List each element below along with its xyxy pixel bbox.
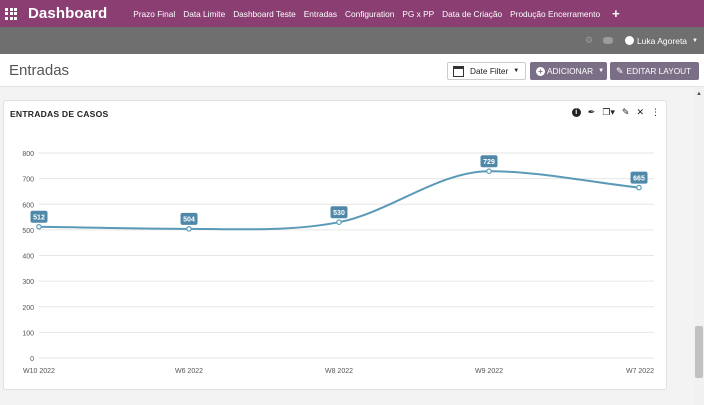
data-label-box: [630, 171, 648, 184]
data-label: 504: [183, 217, 195, 224]
menu-item-data-limite[interactable]: Data Limite: [183, 8, 226, 19]
data-label: 729: [483, 159, 495, 166]
close-icon[interactable]: ✕: [636, 107, 644, 117]
data-label-box: [180, 212, 198, 225]
more-options-icon[interactable]: ⋮: [651, 107, 660, 117]
y-tick-label: 0: [30, 356, 34, 363]
data-point: [486, 168, 492, 174]
control-panel: Entradas Date Filter ▼ + ADICIONAR ▼ ✎ E…: [0, 54, 704, 87]
x-tick-label: W10 2022: [23, 368, 55, 375]
y-tick-label: 300: [22, 279, 34, 286]
scrollbar-thumb[interactable]: [695, 326, 703, 378]
menu-item-pg-x-pp[interactable]: PG x PP: [402, 8, 435, 19]
data-label: 512: [33, 215, 45, 222]
menu-item-data-de-criacao[interactable]: Data de Criação: [442, 8, 503, 19]
avatar[interactable]: [624, 36, 634, 45]
brush-icon[interactable]: ✒: [587, 107, 596, 117]
data-label: 530: [333, 210, 345, 217]
y-tick-label: 100: [22, 330, 34, 337]
data-point: [636, 184, 642, 191]
menu-item-configuration[interactable]: Configuration: [344, 8, 395, 19]
x-tick-label: W8 2022: [325, 368, 353, 375]
add-menu-plus-icon[interactable]: +: [612, 6, 620, 21]
scroll-up-arrow-icon[interactable]: ▲: [696, 91, 702, 97]
chevron-down-icon: ▼: [598, 68, 605, 74]
menu-item-entradas[interactable]: Entradas: [303, 8, 337, 19]
y-tick-label: 400: [22, 254, 34, 261]
y-tick-label: 700: [22, 177, 34, 184]
user-menu[interactable]: Luka Agoreta: [636, 35, 688, 46]
chat-icon[interactable]: [602, 37, 613, 44]
data-point: [186, 226, 192, 232]
date-filter-label: Date Filter: [470, 66, 509, 76]
menu-item-producao-encerramento[interactable]: Produção Encerramento: [510, 8, 601, 19]
edit-icon[interactable]: ✎: [621, 107, 630, 117]
activity-icon[interactable]: ⚙: [584, 35, 593, 45]
plus-circle-icon: +: [536, 66, 545, 76]
pencil-icon: ✎: [616, 65, 624, 76]
edit-layout-label: EDITAR LAYOUT: [626, 66, 692, 76]
chart-widget: ENTRADAS DE CASOS i ✒ ❐▾ ✎ ✕ ⋮ 0 100 200 30…: [3, 100, 667, 390]
apps-menu-icon[interactable]: [5, 7, 19, 20]
app-brand[interactable]: Dashboard: [28, 5, 108, 22]
y-tick-label: 200: [22, 305, 34, 312]
y-tick-label: 500: [22, 228, 34, 235]
chevron-down-icon: ▼: [513, 68, 520, 74]
data-point: [36, 224, 42, 230]
data-label-box: [30, 210, 48, 223]
data-label-box: [480, 155, 498, 168]
date-filter-button[interactable]: Date Filter ▼: [447, 62, 526, 80]
chevron-down-icon: ▼: [692, 37, 698, 44]
x-tick-label: W9 2022: [475, 368, 503, 375]
widget-title: ENTRADAS DE CASOS: [10, 109, 109, 119]
data-label-box: [330, 206, 348, 219]
main-menu: Prazo Final Data Limite Dashboard Teste …: [133, 6, 619, 21]
x-tick-label: W7 2022: [626, 368, 654, 375]
data-label: 665: [633, 175, 645, 182]
add-button[interactable]: + ADICIONAR ▼: [530, 62, 607, 80]
user-bar: ⚙ Luka Agoreta ▼: [0, 27, 704, 54]
y-tick-label: 800: [22, 151, 34, 158]
copy-icon[interactable]: ❐▾: [602, 107, 615, 117]
widget-toolbar: i ✒ ❐▾ ✎ ✕ ⋮: [565, 107, 660, 118]
top-navbar: Dashboard Prazo Final Data Limite Dashbo…: [0, 0, 704, 27]
x-tick-label: W6 2022: [175, 368, 203, 375]
menu-item-prazo-final[interactable]: Prazo Final: [133, 8, 176, 19]
page-title: Entradas: [9, 62, 70, 79]
calendar-icon: [453, 65, 464, 77]
menu-item-dashboard-teste[interactable]: Dashboard Teste: [233, 8, 296, 19]
line-chart: 0 100 200 300 400 500 600 700 800 W10 2022 W6 2022…: [22, 151, 654, 375]
info-icon[interactable]: i: [571, 108, 581, 117]
y-tick-label: 600: [22, 202, 34, 209]
data-point: [336, 219, 342, 225]
edit-layout-button[interactable]: ✎ EDITAR LAYOUT: [610, 62, 699, 80]
vertical-scrollbar[interactable]: [694, 87, 704, 405]
add-button-label: ADICIONAR: [547, 66, 594, 76]
